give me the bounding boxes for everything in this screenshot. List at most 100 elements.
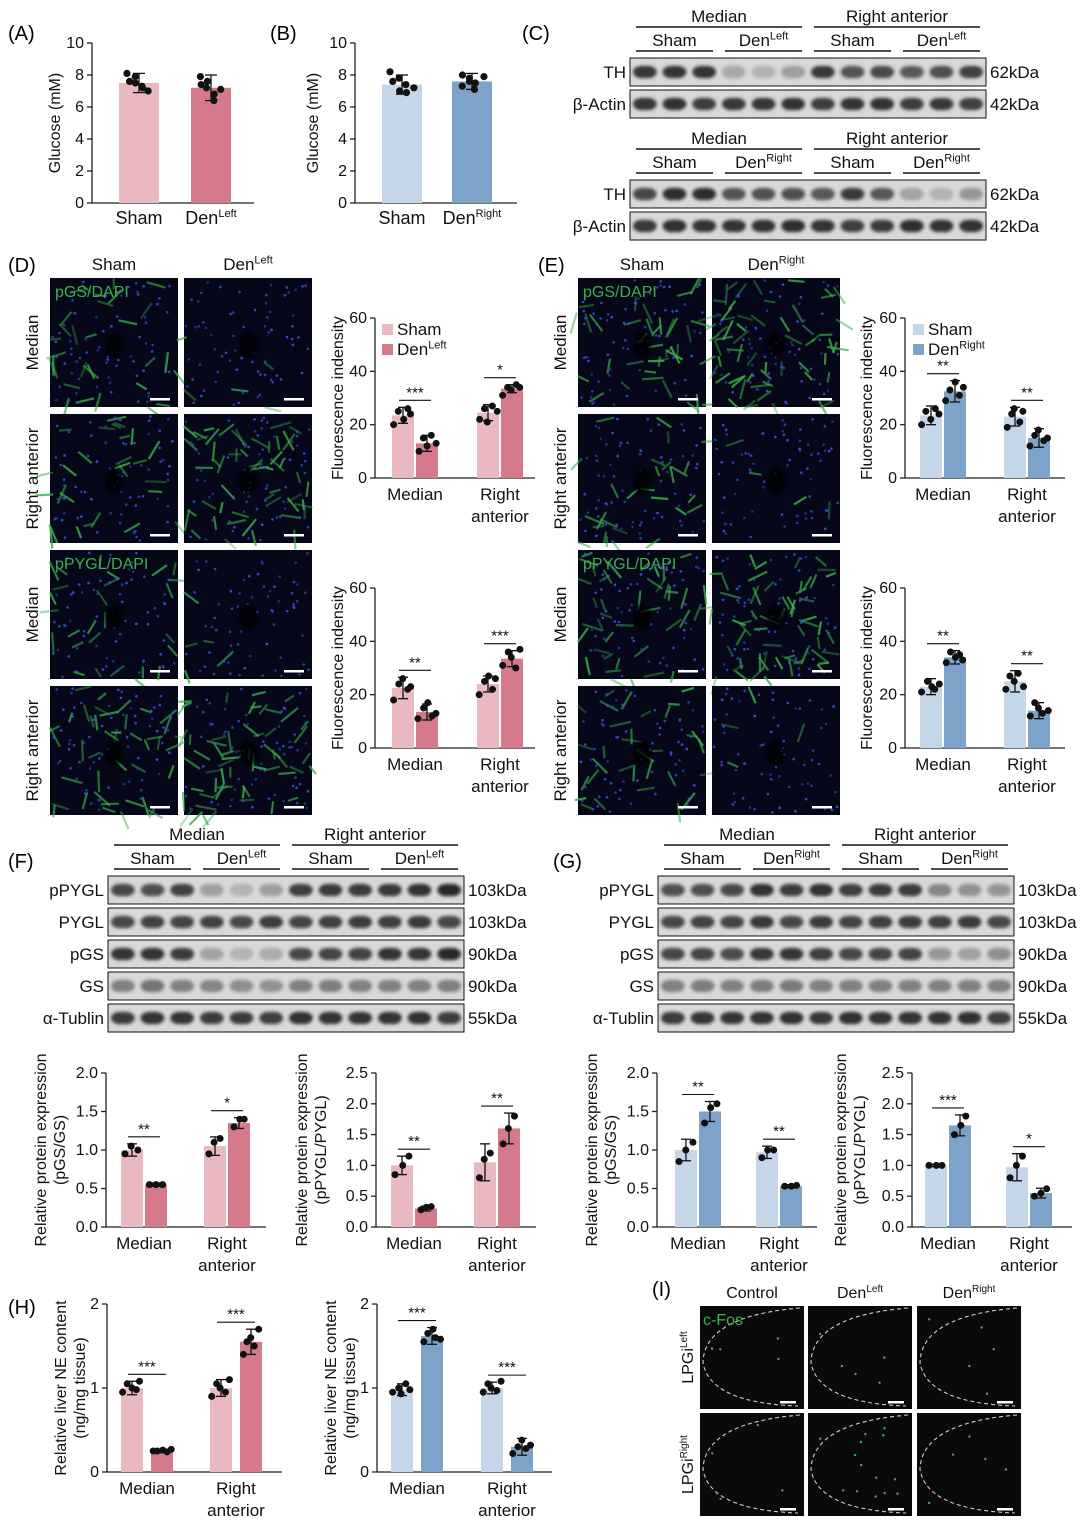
blot-band <box>927 947 952 961</box>
blue-nucleus <box>80 701 83 705</box>
blue-nucleus <box>304 721 308 725</box>
blue-nucleus <box>823 648 827 652</box>
blue-nucleus <box>132 360 135 363</box>
green-stain <box>201 500 217 510</box>
blue-nucleus <box>220 355 224 358</box>
green-stain <box>88 751 102 759</box>
data-point <box>793 1181 801 1189</box>
y-tick-label: 0 <box>888 740 897 757</box>
green-stain <box>798 618 819 628</box>
blue-nucleus <box>693 658 696 661</box>
green-stain <box>165 582 174 599</box>
data-point <box>406 1386 414 1394</box>
blot-band <box>407 883 432 897</box>
green-stain <box>71 641 84 649</box>
blue-nucleus <box>55 355 58 359</box>
blue-nucleus <box>592 312 595 315</box>
green-stain <box>699 355 716 366</box>
green-stain <box>94 706 109 715</box>
blue-nucleus <box>293 733 297 736</box>
data-point <box>402 1380 410 1388</box>
blue-nucleus <box>55 516 58 520</box>
green-stain <box>754 560 768 570</box>
blue-nucleus <box>656 722 659 726</box>
blue-nucleus <box>737 295 740 298</box>
green-stain <box>49 592 57 606</box>
blot-band <box>199 883 224 897</box>
central-vein <box>633 604 651 631</box>
blue-nucleus <box>155 729 159 733</box>
data-point <box>518 1436 526 1444</box>
blue-nucleus <box>133 714 137 718</box>
significance-label: ** <box>937 628 949 645</box>
green-stain <box>726 281 738 291</box>
blue-nucleus <box>253 430 257 433</box>
blue-nucleus <box>117 688 120 692</box>
green-stain <box>216 785 233 789</box>
blue-nucleus <box>265 293 268 297</box>
green-stain <box>721 574 730 591</box>
legend-label: DenLeft <box>397 340 447 359</box>
blot-band <box>437 1011 462 1025</box>
blot-band <box>987 883 1012 897</box>
blot-band <box>318 979 343 993</box>
green-stain <box>641 376 664 381</box>
blue-nucleus <box>95 615 99 618</box>
y-tick-label: 60 <box>349 310 367 327</box>
data-point <box>123 1380 131 1388</box>
blue-nucleus <box>74 485 77 489</box>
blue-nucleus <box>747 598 751 601</box>
region-header: Median <box>691 129 747 148</box>
blue-nucleus <box>746 647 750 651</box>
blue-nucleus <box>283 293 287 297</box>
blue-nucleus <box>694 565 698 569</box>
data-point <box>470 85 479 93</box>
green-stain <box>651 357 670 363</box>
data-point <box>132 1386 140 1394</box>
blue-nucleus <box>292 603 295 606</box>
significance-label: *** <box>138 1358 156 1375</box>
blue-nucleus <box>657 423 661 426</box>
blue-nucleus <box>84 337 87 341</box>
blue-nucleus <box>202 710 205 714</box>
blue-nucleus <box>638 369 641 372</box>
blue-nucleus <box>210 625 214 629</box>
green-stain <box>111 731 122 734</box>
blue-nucleus <box>653 708 657 712</box>
green-stain <box>678 609 691 629</box>
blue-nucleus <box>283 507 287 510</box>
blue-nucleus <box>594 690 598 694</box>
blue-nucleus <box>584 529 587 533</box>
blue-nucleus <box>62 484 66 487</box>
y-tick-label: 0 <box>358 740 367 757</box>
blue-nucleus <box>590 373 593 376</box>
green-stain <box>750 383 771 389</box>
cfos-cell <box>818 1332 822 1336</box>
blue-nucleus <box>238 290 241 294</box>
green-stain <box>758 653 762 672</box>
green-stain <box>59 311 73 327</box>
blot-row-label: β-Actin <box>573 217 626 236</box>
blue-nucleus <box>605 443 608 446</box>
blot-row-label: β-Actin <box>573 95 626 114</box>
blue-nucleus <box>118 632 122 636</box>
blue-nucleus <box>595 534 598 537</box>
y-tick-label: 6 <box>338 99 347 116</box>
blot-band <box>838 947 863 961</box>
blot-band <box>721 65 746 79</box>
blot-band <box>140 979 165 993</box>
green-stain <box>802 576 813 592</box>
panel-label-d: (D) <box>8 255 36 277</box>
green-stain <box>188 734 192 745</box>
micrograph-tile <box>165 686 317 829</box>
scale-bar <box>812 806 832 809</box>
green-stain <box>827 338 835 354</box>
scale-bar <box>888 1508 904 1511</box>
blue-nucleus <box>669 753 673 756</box>
blue-nucleus <box>693 329 696 333</box>
green-stain <box>666 431 670 444</box>
green-stain <box>176 336 188 342</box>
blue-nucleus <box>614 568 617 572</box>
blue-nucleus <box>295 600 299 603</box>
